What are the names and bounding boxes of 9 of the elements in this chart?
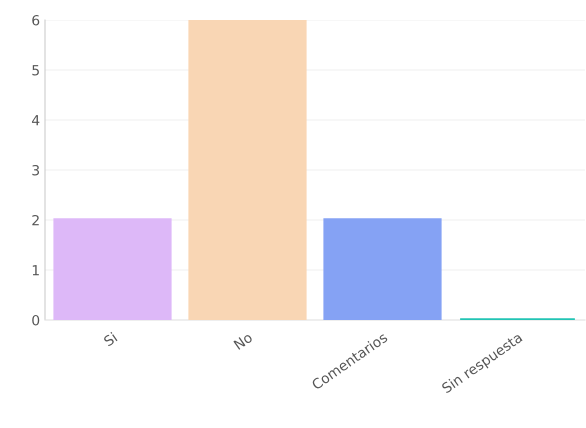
y-tick-label: 1 [32, 265, 39, 276]
y-tick-label: 2 [32, 214, 39, 226]
y-tick-label: 3 [32, 164, 40, 176]
y-tick-label: 0 [32, 314, 40, 326]
y-tick-label: 6 [32, 14, 40, 26]
x-tick-label: Si [102, 332, 118, 347]
y-tick-label: 4 [32, 115, 40, 126]
y-tick-label: 5 [32, 65, 39, 76]
x-tick-label: No [233, 332, 254, 350]
